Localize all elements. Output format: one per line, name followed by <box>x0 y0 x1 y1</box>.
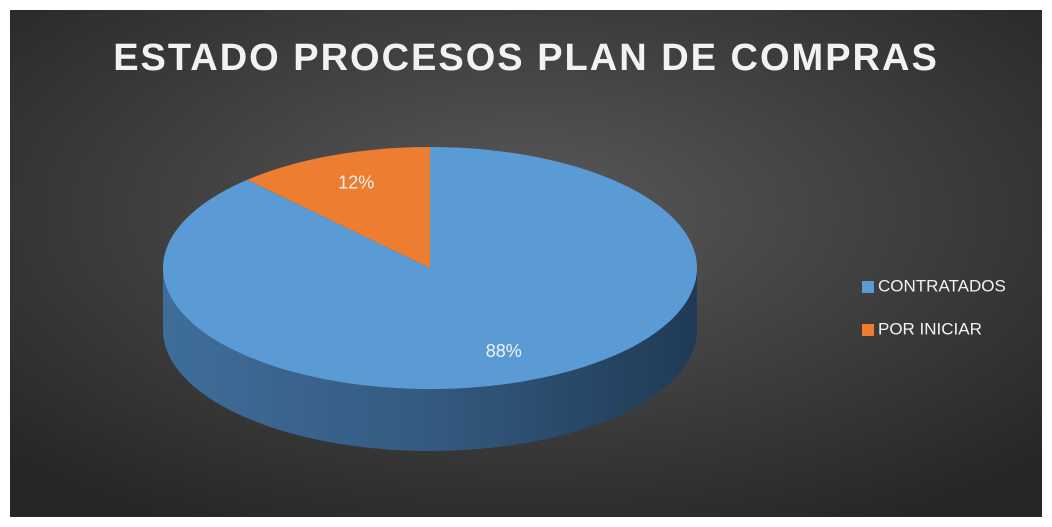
chart-title: ESTADO PROCESOS PLAN DE COMPRAS <box>113 37 939 79</box>
legend-swatch <box>862 324 874 336</box>
data-label: 88% <box>486 341 522 361</box>
slice <box>247 147 430 268</box>
data-label: 12% <box>338 172 374 192</box>
legend-label: POR INICIAR <box>878 319 982 338</box>
slice <box>162 147 697 389</box>
legend-label: CONTRATADOS <box>878 276 1006 295</box>
slice-side <box>163 268 697 451</box>
legend-swatch <box>862 281 874 293</box>
